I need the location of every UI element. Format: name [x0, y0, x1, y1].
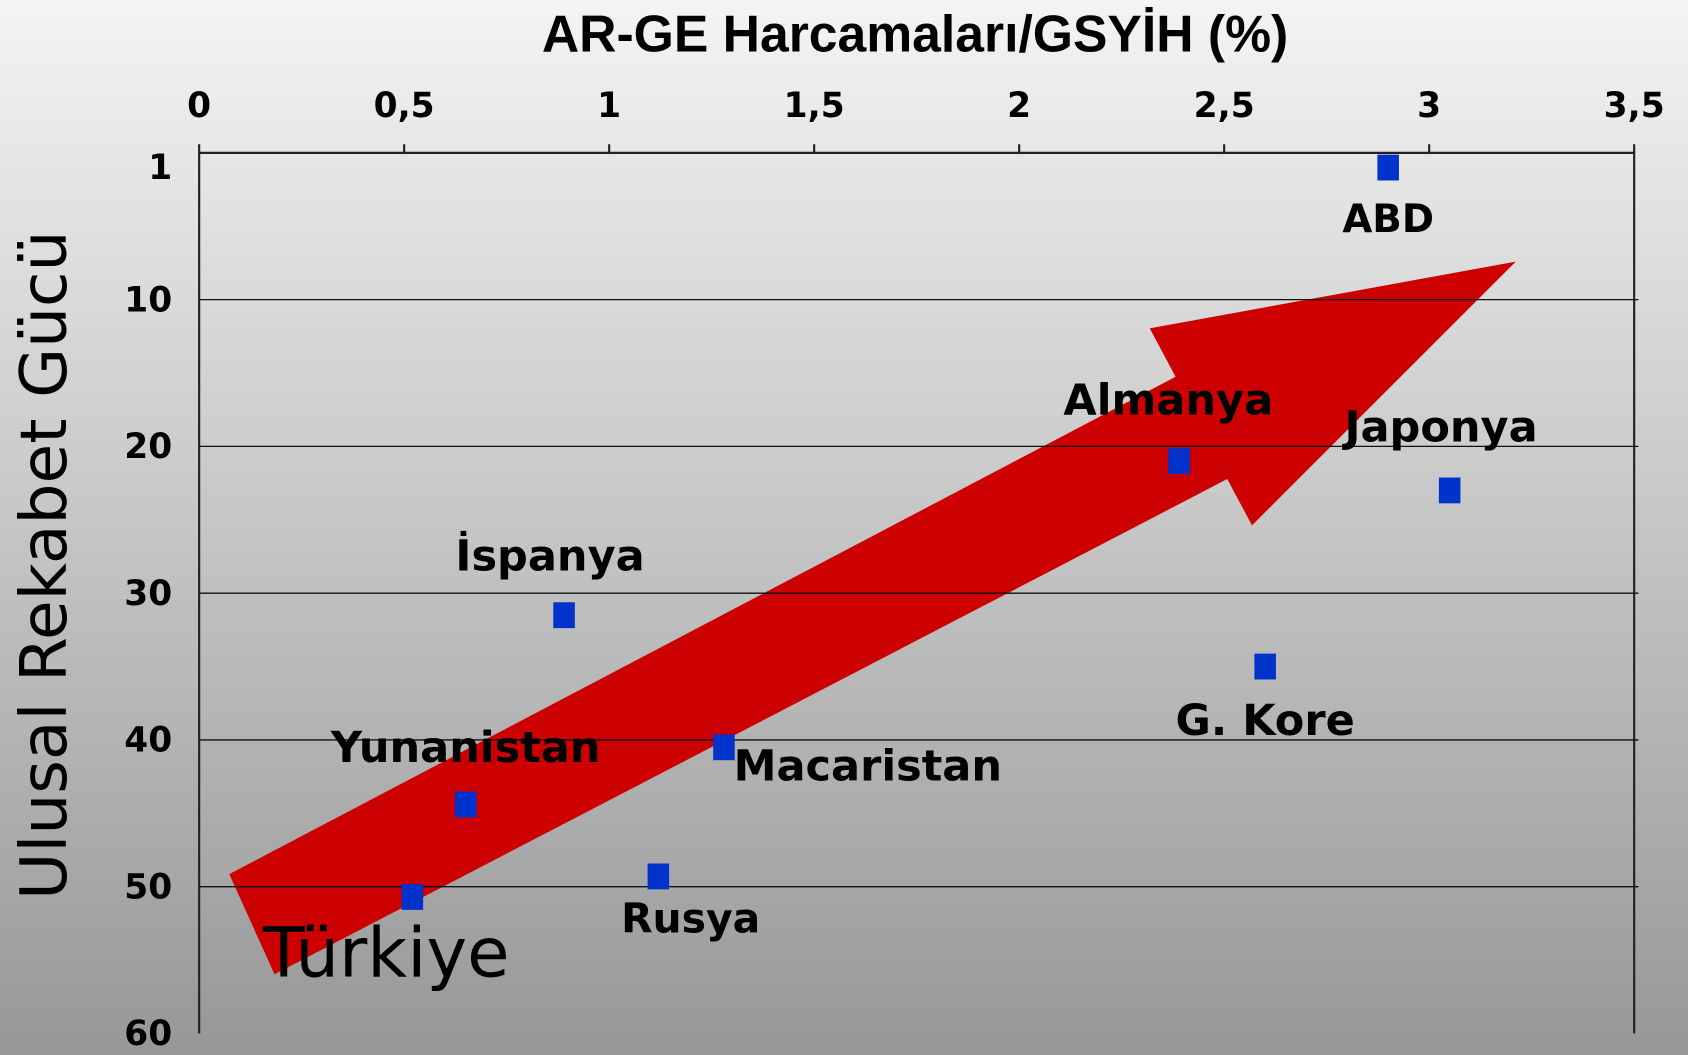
x-tick-label: 0 [187, 86, 211, 126]
point-label: Türkiye [262, 913, 510, 993]
point [401, 884, 424, 910]
point-label: Rusya [621, 895, 760, 943]
y-tick-label: 20 [124, 427, 172, 467]
y-tick-label: 1 [148, 148, 172, 188]
point [1377, 154, 1399, 181]
y-axis-title: Ulusal Rekabet Gücü [7, 231, 82, 900]
point [713, 734, 735, 761]
point [1254, 653, 1276, 680]
x-tick-label: 0,5 [374, 86, 435, 126]
point-label: İspanya [455, 531, 644, 582]
x-tick-label: 3,5 [1604, 86, 1665, 126]
point [647, 863, 670, 890]
point-label: Almanya [1063, 375, 1273, 425]
y-tick-label: 50 [124, 867, 172, 907]
point [1438, 477, 1461, 504]
y-tick-label: 30 [124, 574, 172, 614]
point-label: Japonya [1341, 403, 1537, 453]
point-label: ABD [1342, 197, 1434, 242]
x-tick-label: 1 [597, 86, 621, 126]
x-tick-label: 2 [1007, 86, 1031, 126]
point [1168, 448, 1190, 474]
point-label: Macaristan [734, 741, 1002, 791]
chart-title: AR-GE Harcamaları/GSYİH (%) [542, 4, 1288, 62]
x-tick-label: 3 [1417, 86, 1441, 126]
x-tick-label: 1,5 [784, 86, 845, 126]
point-label: G. Kore [1176, 696, 1355, 746]
trend-arrow [229, 261, 1516, 975]
y-tick-label: 40 [124, 721, 172, 761]
point [454, 791, 477, 818]
point-label: Yunanistan [330, 723, 601, 773]
x-tick-label: 2,5 [1194, 86, 1255, 126]
y-tick-label: 10 [124, 280, 172, 320]
point [553, 602, 575, 629]
y-tick-label: 60 [124, 1014, 172, 1054]
